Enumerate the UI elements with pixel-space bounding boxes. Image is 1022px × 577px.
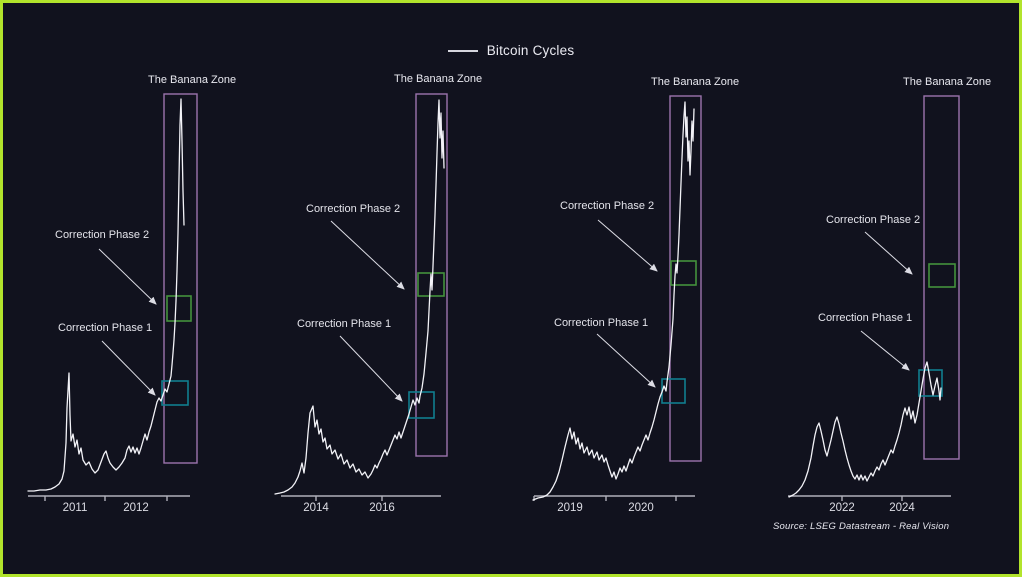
x-tick-label-2011: 2011: [62, 502, 88, 514]
correction-phase-2-label-panel1: Correction Phase 2: [55, 229, 150, 241]
x-tick-label-2012: 2012: [123, 502, 149, 514]
x-tick-label-2024: 2024: [889, 502, 915, 514]
banana-zone-box-panel1: [163, 93, 198, 464]
correction-phase-1-box-panel2: [408, 391, 435, 419]
source-credit: Source: LSEG Datastream - Real Vision: [773, 521, 950, 532]
correction-phase-1-label-panel1: Correction Phase 1: [58, 322, 153, 334]
banana-zone-label-panel3: The Banana Zone: [651, 76, 740, 88]
price-line-panel1: [27, 98, 185, 492]
price-line-panel3: [532, 101, 695, 501]
chart-title: Bitcoin Cycles: [486, 43, 575, 58]
x-tick-label-2019: 2019: [557, 502, 583, 514]
correction-phase-2-arrow-panel1: [98, 248, 157, 305]
correction-phase-2-label-panel4: Correction Phase 2: [826, 214, 921, 226]
correction-phase-1-arrow-panel3: [596, 333, 656, 388]
banana-zone-box-panel2: [415, 93, 448, 457]
correction-phase-1-box-panel4: [918, 369, 943, 397]
banana-zone-label-panel1: The Banana Zone: [148, 74, 237, 86]
x-tick-label-2014: 2014: [303, 502, 329, 514]
price-line-panel2: [274, 99, 445, 495]
banana-zone-box-panel3: [669, 95, 702, 462]
correction-phase-2-box-panel1: [166, 295, 192, 322]
price-line-panel4: [788, 361, 942, 498]
correction-phase-2-label-panel2: Correction Phase 2: [306, 203, 401, 215]
correction-phase-1-arrow-panel2: [339, 335, 403, 402]
correction-phase-1-box-panel1: [161, 380, 189, 406]
correction-phase-2-arrow-panel2: [330, 220, 405, 290]
correction-phase-1-label-panel4: Correction Phase 1: [818, 312, 913, 324]
correction-phase-2-arrow-panel3: [597, 219, 658, 272]
x-tick-label-2022: 2022: [829, 502, 855, 514]
correction-phase-1-arrow-panel1: [101, 340, 156, 396]
correction-phase-2-arrow-panel4: [864, 231, 913, 275]
x-tick-label-2016: 2016: [369, 502, 395, 514]
correction-phase-2-box-panel2: [417, 272, 445, 297]
correction-phase-1-label-panel2: Correction Phase 1: [297, 318, 392, 330]
correction-phase-1-arrow-panel4: [860, 330, 910, 371]
correction-phase-2-label-panel3: Correction Phase 2: [560, 200, 655, 212]
correction-phase-2-box-panel4: [928, 263, 956, 288]
chart-legend: Bitcoin Cycles: [3, 43, 1019, 58]
banana-zone-label-panel2: The Banana Zone: [394, 73, 483, 85]
correction-phase-2-box-panel3: [670, 260, 697, 286]
correction-phase-1-label-panel3: Correction Phase 1: [554, 317, 649, 329]
x-tick-label-2020: 2020: [628, 502, 654, 514]
banana-zone-label-panel4: The Banana Zone: [903, 76, 992, 88]
chart-canvas: [27, 93, 960, 501]
banana-zone-box-panel4: [923, 95, 960, 460]
legend-line-sample-icon: [447, 49, 478, 52]
